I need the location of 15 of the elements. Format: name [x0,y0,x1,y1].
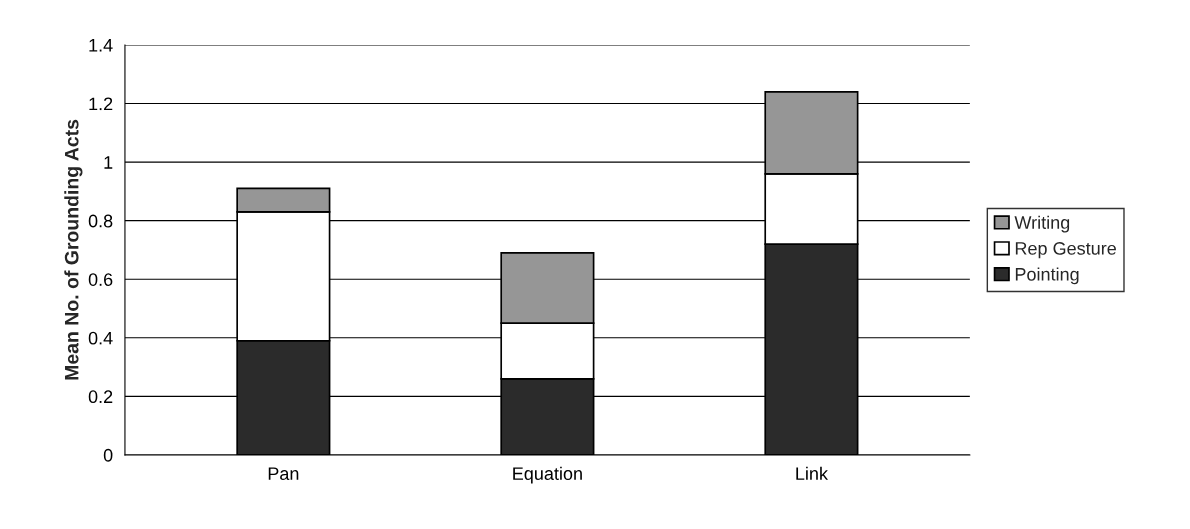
y-tick-label: 0.8 [88,214,113,228]
legend-label: Pointing [1015,267,1079,285]
y-tick-label: 0.6 [88,273,113,286]
y-tick-label: 1.2 [89,97,113,111]
x-tick-label: Equation [513,466,582,484]
y-tick-label: 0.4 [88,331,113,345]
x-tick-label: Link [796,466,829,480]
y-tick-label: 1.4 [89,39,113,52]
legend-label: Rep Gesture [1015,242,1116,259]
y-axis-title: Mean No. of Grounding Acts [64,119,83,380]
x-tick-label: Pan [268,467,299,481]
y-tick-label: 0.2 [88,390,113,404]
y-tick-label: 0 [103,448,113,462]
y-tick-label: 1 [104,156,113,169]
legend-label: Writing [1014,215,1070,233]
